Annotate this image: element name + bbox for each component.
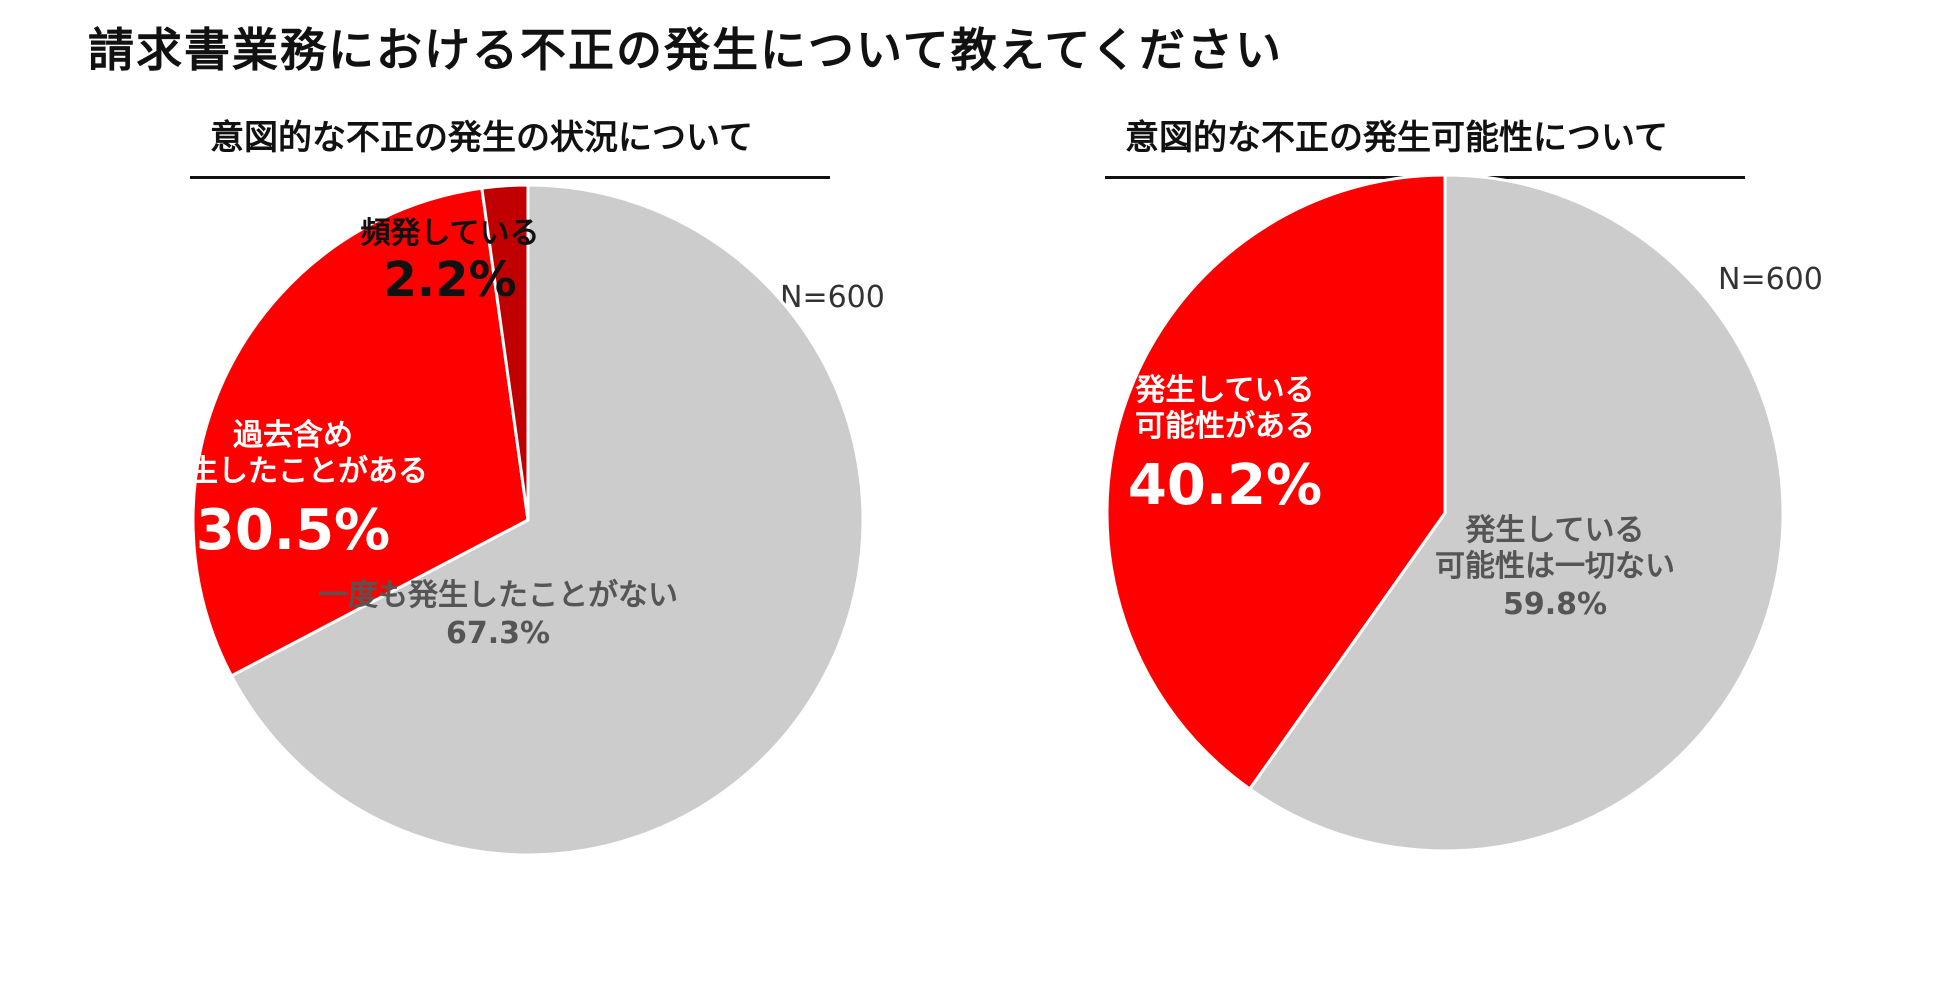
chart-title-left: 意図的な不正の発生の状況について [210, 118, 753, 158]
slice-label-percent: 2.2% [383, 252, 517, 308]
slice-label-text: 発生したことがある [157, 454, 428, 489]
page-title: 請求書業務における不正の発生について教えてください [88, 23, 1283, 77]
slice-label-text: 発生している [1134, 373, 1314, 408]
slice-label-percent: 30.5% [196, 498, 390, 563]
n-label-left: N=600 [780, 280, 885, 315]
pie-slice [191, 186, 530, 678]
pie-slice [1247, 173, 1785, 853]
chart-panel-left: 意図的な不正の発生の状況について N=600 一度も発生したことがない 67.3%… [157, 100, 970, 990]
slice-label-external-left: 頻発している 2.2% [330, 208, 570, 308]
slice-label-text: 一度も発生したことがない [318, 578, 678, 613]
n-label-right: N=600 [1718, 262, 1823, 297]
title-underline-left [190, 176, 830, 179]
chart-panel-right: 意図的な不正の発生可能性について N=600 発生している 可能性は一切ない 59.… [1090, 100, 1890, 990]
pie-slice [1105, 173, 1447, 792]
slice-label-percent: 59.8% [1503, 587, 1607, 622]
slice-label-text: 発生している [1464, 513, 1644, 548]
pie-slice [480, 183, 530, 521]
slice-label-text: 可能性は一切ない [1435, 549, 1675, 584]
slice-label-percent: 67.3% [446, 616, 550, 651]
slice-label-text: 可能性がある [1135, 409, 1315, 444]
slice-label-text: 過去含め [233, 418, 353, 453]
slice-label-percent: 40.2% [1128, 453, 1322, 518]
chart-title-right: 意図的な不正の発生可能性について [1125, 118, 1668, 158]
pie-slice [229, 183, 865, 857]
slice-label-text: 頻発している [360, 216, 540, 251]
